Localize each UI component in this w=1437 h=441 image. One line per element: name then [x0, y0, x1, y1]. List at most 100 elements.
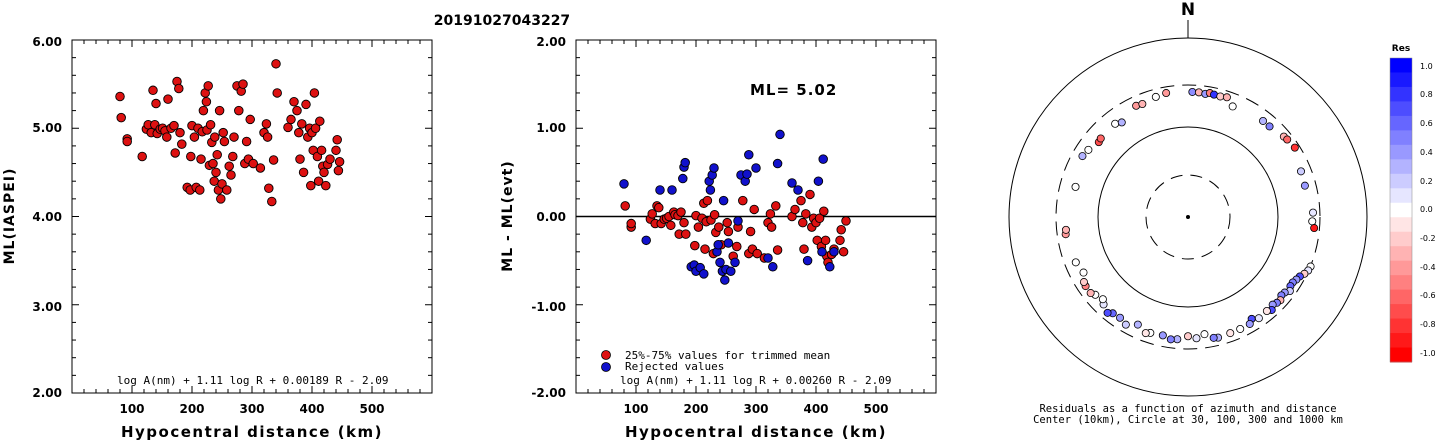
polar-data-point [1262, 307, 1271, 316]
data-point-2-series-1 [763, 253, 773, 263]
polar-data-point [1096, 134, 1105, 143]
legend-label-rejected: Rejected values [625, 360, 724, 373]
polar-caption-line1: Residuals as a function of azimuth and d… [1039, 403, 1336, 415]
data-point-1-series-0 [289, 97, 299, 107]
data-point-2-series-1 [705, 185, 716, 195]
colorbar-cell [1390, 217, 1412, 233]
data-point-2-series-1 [818, 154, 828, 164]
formula-1: log A(nm) + 1.11 log R + 0.00189 R - 2.0… [117, 374, 389, 387]
data-point-1-series-0 [174, 83, 184, 94]
colorbar-cell [1390, 333, 1412, 349]
north-label: N [1181, 0, 1195, 20]
colorbar-cell [1390, 101, 1412, 117]
data-point-1-series-0 [333, 165, 344, 176]
data-point-1-series-0 [316, 145, 327, 156]
ring-100km [1097, 126, 1279, 308]
y-tick-label-2: 0.00 [536, 210, 566, 224]
colorbar-tick: -0.2 [1420, 234, 1436, 243]
data-point-1-series-0 [334, 157, 345, 167]
data-point-1-series-0 [261, 119, 272, 129]
colorbar-cell [1390, 202, 1412, 218]
data-point-1-series-0 [297, 119, 307, 129]
colorbar-tick: 0.4 [1420, 148, 1433, 157]
data-point-2-series-0 [738, 195, 748, 206]
polar-data-point [1141, 329, 1150, 338]
colorbar-cell [1390, 246, 1412, 262]
colorbar-cell [1390, 72, 1412, 88]
colorbar-cell [1390, 130, 1412, 146]
data-point-1-series-0 [331, 145, 341, 156]
data-point-2-series-1 [802, 255, 813, 266]
colorbar-tick: 0.8 [1420, 90, 1433, 99]
data-point-1-series-0 [137, 151, 147, 162]
legend-label-trimmed: 25%-75% values for trimmed mean [625, 349, 830, 362]
polar-data-point [1111, 119, 1120, 128]
polar-data-point [1245, 319, 1254, 328]
data-point-1-series-0 [222, 185, 232, 195]
colorbar-cell [1390, 347, 1412, 363]
data-point-1-series-0 [306, 180, 316, 191]
y-tick-label-2: -2.00 [531, 386, 566, 400]
data-point-1-series-0 [148, 85, 158, 96]
polar-data-point [1166, 335, 1175, 344]
data-point-2-series-0 [836, 224, 846, 235]
colorbar-cell [1390, 304, 1412, 320]
data-point-1-series-0 [301, 99, 311, 110]
data-point-1-series-0 [228, 151, 238, 162]
colorbar: Res 1.0 0.8 0.6 0.4 0.2 0.0 -0.2 -0.4 -0… [1389, 44, 1436, 363]
data-point-1-series-0 [310, 123, 321, 133]
polar-caption-line2: Center (10km), Circle at 30, 100, 300 an… [1033, 414, 1343, 426]
data-point-2-series-1 [678, 173, 688, 184]
y-tick-label-2: -1.00 [531, 300, 566, 314]
colorbar-cell [1390, 58, 1412, 73]
data-point-1-series-0 [205, 119, 216, 130]
data-point-1-series-0 [267, 196, 277, 207]
polar-data-point [1158, 331, 1167, 340]
colorbar-cell [1390, 173, 1412, 189]
data-point-1-series-0 [298, 167, 309, 178]
data-point-1-series-0 [234, 105, 244, 116]
colorbar-cell [1390, 144, 1412, 160]
y-tick-label-1: 5.00 [32, 121, 62, 135]
data-point-2-series-1 [713, 239, 723, 250]
panel-ml-iaspei: 2.00 3.00 4.00 5.00 6.00 100 200 300 400… [2, 35, 433, 441]
y-tick-label-2: 1.00 [536, 121, 566, 135]
data-point-2-series-1 [667, 185, 677, 195]
data-point-2-series-1 [726, 266, 736, 276]
data-point-1-series-0 [219, 136, 230, 147]
data-point-2-series-0 [752, 248, 762, 259]
polar-data-point [1133, 320, 1142, 329]
polar-data-point [1079, 268, 1088, 277]
polar-data-point [1116, 313, 1125, 322]
polar-data-point [1194, 88, 1203, 97]
polar-data-point [1300, 181, 1309, 190]
polar-data-point [1078, 152, 1087, 161]
event-title: 20191027043227 [434, 13, 570, 29]
data-point-1-series-0 [248, 158, 258, 169]
data-point-1-series-0 [319, 167, 329, 178]
data-point-1-series-0 [309, 88, 320, 98]
data-point-2-series-0 [835, 235, 845, 246]
colorbar-tick: -0.8 [1420, 320, 1436, 329]
data-point-1-series-0 [245, 114, 255, 125]
polar-data-point [1308, 217, 1317, 226]
data-point-2-series-1 [813, 176, 824, 186]
data-point-2-series-0 [801, 209, 811, 219]
x-axis-label-2: Hypocentral distance (km) [625, 423, 887, 441]
polar-data-point [1222, 93, 1231, 102]
data-point-1-series-0 [224, 161, 234, 171]
data-point-1-series-0 [115, 91, 125, 102]
data-point-1-series-0 [262, 132, 273, 142]
data-point-1-series-0 [170, 148, 180, 158]
y-tick-label-1: 6.00 [32, 35, 62, 49]
data-point-2-series-1 [733, 216, 743, 226]
data-point-2-series-0 [654, 202, 664, 213]
data-point-2-series-1 [655, 185, 665, 195]
polar-data-point [1162, 89, 1171, 98]
y-axis-label-1: ML(IASPEI) [2, 168, 18, 265]
ring-300km [1055, 84, 1321, 350]
data-point-1-series-0 [325, 154, 335, 164]
data-point-1-series-0 [151, 98, 161, 109]
data-point-1-series-0 [189, 132, 200, 142]
polar-data-point [1061, 225, 1070, 234]
